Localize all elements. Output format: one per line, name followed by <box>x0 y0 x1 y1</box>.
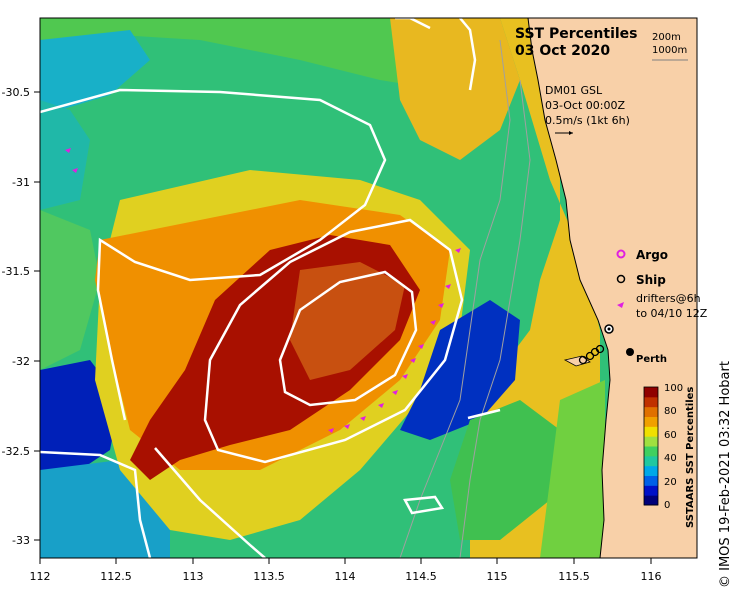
x-tick-label: 113 <box>183 570 204 583</box>
colorbar-segment <box>644 465 658 476</box>
isobath-1000m <box>399 39 511 558</box>
ssh-contour-core-outer <box>203 218 464 464</box>
map-title: SST Percentiles <box>515 26 638 42</box>
colorbar-segment <box>644 446 658 457</box>
drifter-legend-period: to 04/10 12Z <box>636 307 708 320</box>
colorbar-segment <box>644 436 658 447</box>
colorbar-segment <box>644 416 658 427</box>
x-tick-label: 112.5 <box>100 570 132 583</box>
colorbar-tick-label: 60 <box>664 430 677 441</box>
ssh-contour-south <box>154 447 266 558</box>
perth-marker <box>626 348 634 356</box>
colorbar-tick-label: 20 <box>664 477 677 488</box>
copyright-credit: © IMOS 19-Feb-2021 03:32 Hobart <box>718 361 733 588</box>
perth-label: Perth <box>636 354 667 365</box>
ship-legend-label: Ship <box>636 273 666 287</box>
velocity-time: 03-Oct 00:00Z <box>545 99 625 112</box>
colorbar-tick-label: 40 <box>664 453 677 464</box>
x-tick-label: 114.5 <box>405 570 437 583</box>
depth-legend-200m: 200m <box>652 32 681 43</box>
colorbar-tick-label: 100 <box>664 383 683 394</box>
x-tick-label: 115 <box>487 570 508 583</box>
y-tick-label: -31.5 <box>2 265 30 278</box>
x-tick-label: 114 <box>335 570 356 583</box>
y-axis: -30.5 -31 -31.5 -32 -32.5 -33 <box>2 86 40 547</box>
map-date: 03 Oct 2020 <box>515 43 610 59</box>
x-tick-label: 113.5 <box>253 570 285 583</box>
colorbar-segment <box>644 387 658 398</box>
map-area <box>40 18 697 558</box>
ship-position-center <box>607 327 611 331</box>
ssh-contour-small-eddy <box>403 495 445 515</box>
colorbar <box>644 387 658 506</box>
ssh-contour-north <box>395 18 431 30</box>
ship-legend-icon <box>616 274 626 284</box>
velocity-scale: 0.5m/s (1kt 6h) <box>545 114 630 127</box>
drifter-tracks <box>65 148 461 433</box>
sst-patch-core-orange <box>290 262 405 380</box>
isobath-200m <box>459 79 531 558</box>
sst-patch-west <box>40 100 90 210</box>
colorbar-segment <box>644 396 658 408</box>
velocity-model: DM01 GSL <box>545 84 603 97</box>
x-tick-label: 115.5 <box>558 570 590 583</box>
colorbar-segment <box>644 406 658 417</box>
ssh-contour-outer-north <box>40 88 387 421</box>
ssh-contour-east <box>467 408 501 420</box>
y-tick-label: -31 <box>12 176 30 189</box>
x-tick-label: 116 <box>641 570 662 583</box>
ssh-contour-northeast <box>459 18 477 91</box>
colorbar-title: SSTAARS SST Percentiles <box>685 387 696 528</box>
plot-frame <box>39 17 698 559</box>
sst-patch-coastal-south <box>540 380 605 558</box>
sst-patch-east-blue <box>400 300 520 440</box>
colorbar-segment <box>644 495 658 506</box>
sst-patch-northwest <box>40 30 150 110</box>
ship-track <box>578 344 605 365</box>
depth-legend-1000m: 1000m <box>652 45 687 56</box>
y-tick-label: -32.5 <box>2 445 30 458</box>
colorbar-segment <box>644 426 658 437</box>
y-tick-label: -33 <box>12 534 30 547</box>
ssh-contour-core-inner <box>278 270 418 407</box>
colorbar-segment <box>644 485 658 496</box>
x-axis: 112 112.5 113 113.5 114 114.5 115 115.5 … <box>30 558 662 583</box>
colorbar-tick-label: 80 <box>664 406 677 417</box>
x-tick-label: 112 <box>30 570 51 583</box>
y-tick-label: -30.5 <box>2 86 30 99</box>
colorbar-frame <box>643 386 659 506</box>
drifter-legend-icon <box>617 302 624 308</box>
colorbar-segment <box>644 475 658 486</box>
argo-legend-label: Argo <box>636 248 668 262</box>
sst-patch-northeast <box>390 18 520 160</box>
velocity-arrow-head <box>569 131 573 135</box>
colorbar-segment <box>644 455 658 467</box>
sst-patch-west-mid <box>40 210 100 370</box>
argo-legend-icon <box>616 249 626 259</box>
drifter-legend-label: drifters@6h <box>636 292 701 305</box>
y-tick-label: -32 <box>12 355 30 368</box>
ssh-contour-southwest <box>40 450 152 558</box>
colorbar-tick-label: 0 <box>664 500 670 511</box>
